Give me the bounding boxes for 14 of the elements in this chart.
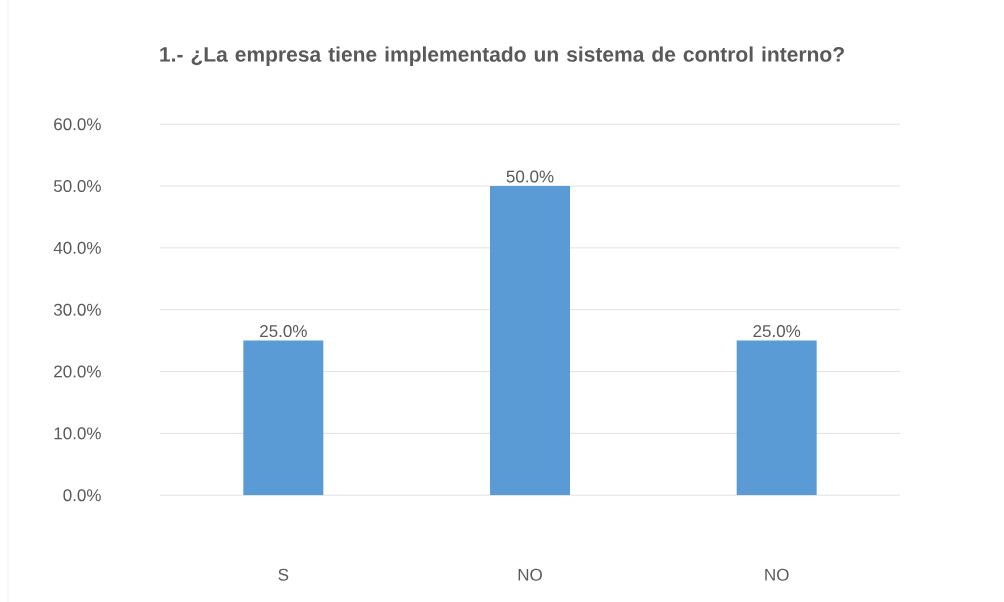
y-tick-label: 30.0% bbox=[53, 303, 101, 316]
x-tick-label: NO bbox=[765, 568, 789, 581]
x-tick-label: S bbox=[278, 568, 289, 581]
chart-title: 1.- ¿La empresa tiene implementado un sistema de control interno? bbox=[160, 46, 844, 66]
y-tick-label: 20.0% bbox=[54, 365, 101, 378]
y-tick-label: 60.0% bbox=[54, 117, 101, 131]
y-tick-label: 50.0% bbox=[53, 179, 101, 192]
data-label: 25.0% bbox=[753, 324, 801, 337]
data-label: 50.0% bbox=[506, 170, 554, 183]
y-tick-label: 0.0% bbox=[63, 488, 101, 502]
x-tick-label: NO bbox=[518, 568, 542, 581]
y-tick-label: 10.0% bbox=[54, 427, 101, 440]
y-tick-label: 40.0% bbox=[53, 241, 101, 254]
data-label: 25.0% bbox=[260, 324, 307, 337]
